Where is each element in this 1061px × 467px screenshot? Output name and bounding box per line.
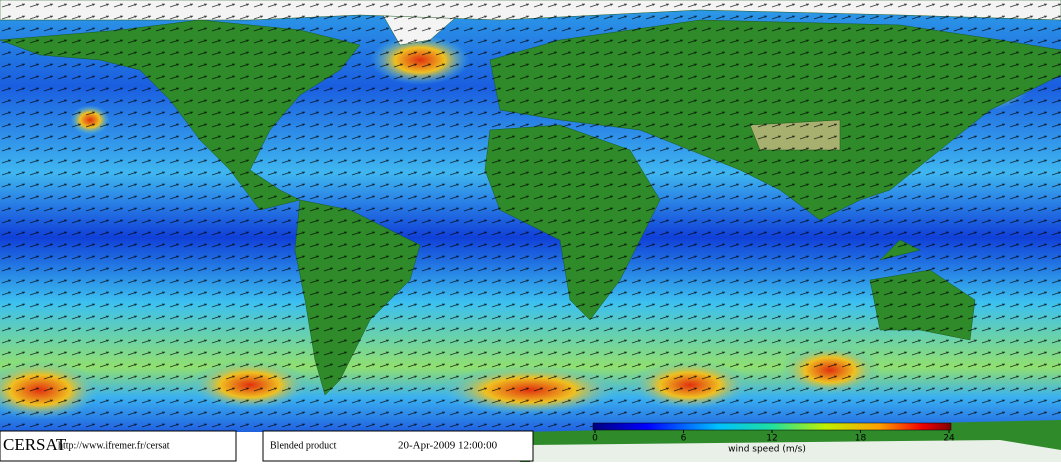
colorbar xyxy=(592,422,952,431)
ice xyxy=(530,440,1061,462)
brand: CERSAT xyxy=(3,435,67,454)
product-box xyxy=(262,430,534,462)
tick-label: 24 xyxy=(943,434,955,444)
brand-box xyxy=(0,430,237,462)
colorbar-ticks: 0 6 12 18 24 xyxy=(592,430,955,444)
url[interactable]: http://www.ifremer.fr/cersat xyxy=(58,440,170,451)
tick-label: 12 xyxy=(766,434,777,444)
tick-label: 0 xyxy=(592,434,598,444)
colorbar-label: wind speed (m/s) xyxy=(728,445,806,455)
tick-label: 18 xyxy=(855,434,867,444)
product: Blended product xyxy=(270,440,337,451)
tick-label: 6 xyxy=(681,434,687,444)
wind-vectors xyxy=(0,0,1061,432)
date: 20-Apr-2009 12:00:00 xyxy=(398,440,498,452)
